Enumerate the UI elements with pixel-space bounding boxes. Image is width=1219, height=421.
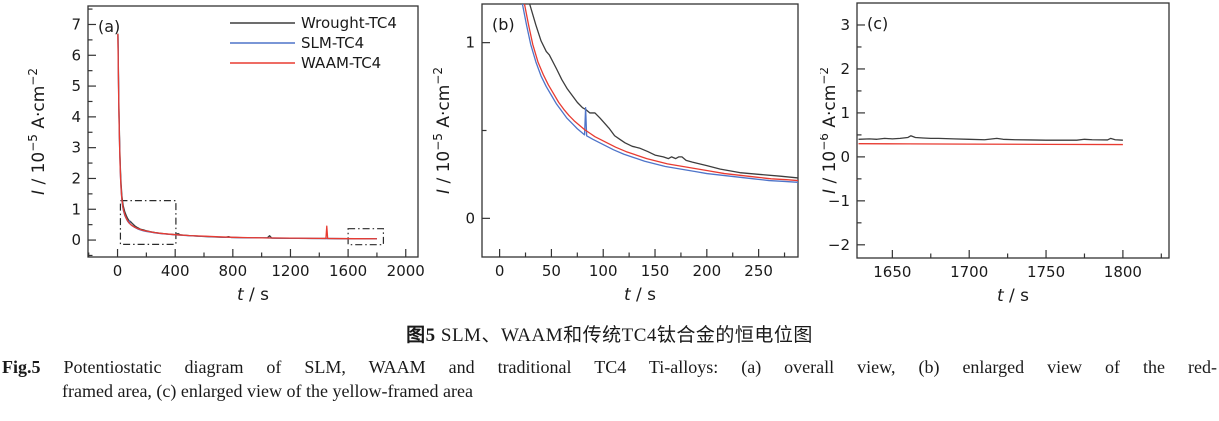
panel-b-series xyxy=(521,4,798,183)
series-line-waam-tc4 xyxy=(117,33,377,240)
panel-b-y-axis-label: I / 10−5 A·cm−2 xyxy=(431,67,454,194)
plot-frame xyxy=(481,3,799,258)
panel-a-y-axis-label: I / 10−5 A·cm−2 xyxy=(28,68,49,195)
panel-b-tick-labels: 0 50 100 150 200 250 0 1 xyxy=(465,34,772,280)
y-tick-label: 3 xyxy=(840,16,850,34)
panel-a-x-axis-label: t / s xyxy=(237,285,269,305)
panel-c-axes xyxy=(857,24,1162,258)
x-tick-label: 1650 xyxy=(873,263,911,281)
x-tick-label: 1750 xyxy=(1027,263,1065,281)
captions: 图5 SLM、WAAM和传统TC4钛合金的恒电位图 Fig.5 Potentio… xyxy=(0,320,1219,402)
x-tick-label: 200 xyxy=(693,262,722,280)
panel-b-chart: 0 50 100 150 200 250 0 1 (b) t / s I / 10−5 A·cm−2 xyxy=(431,3,799,305)
x-tick-label: 1700 xyxy=(950,263,988,281)
x-tick-label: 1800 xyxy=(1104,263,1142,281)
panel-b-tag: (b) xyxy=(492,15,515,34)
series-line-waam-tc4 xyxy=(858,143,1123,146)
caption-chinese-text: SLM、WAAM和传统TC4钛合金的恒电位图 xyxy=(435,325,813,346)
panel-c-x-axis-label: t / s xyxy=(997,286,1029,306)
y-tick-label: 1 xyxy=(465,34,475,52)
panel-b-x-axis-label: t / s xyxy=(624,285,656,305)
panel-a-axes xyxy=(88,8,407,257)
y-tick-label: 2 xyxy=(840,60,850,78)
series-line-wrought-tc4 xyxy=(529,4,798,179)
caption-english-line1: Fig.5 Potentiostatic diagram of SLM, WAA… xyxy=(0,357,1219,378)
series-line-waam-tc4 xyxy=(523,4,798,182)
caption-english-prefix: Fig.5 xyxy=(2,357,41,377)
x-tick-label: 400 xyxy=(161,262,190,280)
x-tick-label: 2000 xyxy=(387,262,425,280)
y-tick-label: −2 xyxy=(828,236,850,254)
series-line-wrought-tc4 xyxy=(858,135,1123,141)
y-tick-label: 2 xyxy=(71,169,81,187)
y-tick-label: 4 xyxy=(71,108,81,126)
y-tick-label: 1 xyxy=(840,104,850,122)
y-tick-label: 0 xyxy=(71,231,81,249)
panel-c-y-axis-label: I / 10−6 A·cm−2 xyxy=(820,67,840,194)
y-tick-label: 7 xyxy=(71,15,81,33)
x-tick-label: 1600 xyxy=(329,262,367,280)
y-tick-label: 1 xyxy=(71,200,81,218)
panel-c-tick-labels: 1650 1700 1750 1800 −2 −1 0 1 2 3 xyxy=(828,16,1142,281)
series-line-slm-tc4 xyxy=(521,4,798,183)
zoom-region-box-1 xyxy=(119,200,177,245)
caption-english-line2: framed area, (c) enlarged view of the ye… xyxy=(0,381,1219,402)
plot-frame xyxy=(87,5,419,258)
y-tick-label: −1 xyxy=(828,192,850,210)
x-tick-label: 250 xyxy=(744,262,773,280)
y-tick-label: 5 xyxy=(71,77,81,95)
panel-a-chart: 0 400 800 1200 1600 2000 0 1 2 3 4 5 6 7 (a) t / s I / 1… xyxy=(28,5,425,305)
legend-label-waam-tc4: WAAM-TC4 xyxy=(301,54,381,72)
x-tick-label: 800 xyxy=(219,262,248,280)
x-tick-label: 0 xyxy=(113,262,123,280)
caption-chinese: 图5 SLM、WAAM和传统TC4钛合金的恒电位图 xyxy=(0,320,1219,347)
x-tick-label: 0 xyxy=(495,262,505,280)
plot-frame xyxy=(856,2,1170,259)
zoom-region-box-2 xyxy=(347,228,385,246)
x-tick-label: 1200 xyxy=(271,262,309,280)
y-tick-label: 3 xyxy=(71,139,81,157)
y-tick-label: 6 xyxy=(71,46,81,64)
panel-a-series xyxy=(117,33,377,240)
panel-a-tick-labels: 0 400 800 1200 1600 2000 0 1 2 3 4 5 6 7 xyxy=(71,15,424,280)
legend-label-wrought-tc4: Wrought-TC4 xyxy=(301,14,397,32)
panel-a-tag: (a) xyxy=(98,17,120,36)
caption-chinese-prefix: 图5 xyxy=(406,325,436,346)
x-tick-label: 50 xyxy=(542,262,561,280)
panel-c-series xyxy=(858,135,1123,146)
caption-english-text1: Potentiostatic diagram of SLM, WAAM and … xyxy=(40,357,1217,377)
panel-c-tag: (c) xyxy=(867,14,888,33)
y-tick-label: 0 xyxy=(465,209,475,227)
legend-label-slm-tc4: SLM-TC4 xyxy=(301,34,364,52)
panel-b-axes xyxy=(482,42,786,257)
y-tick-label: 0 xyxy=(840,148,850,166)
panel-c-chart: 1650 1700 1750 1800 −2 −1 0 1 2 3 (c) t / s I / 10−6… xyxy=(820,2,1170,306)
caption-english-text2: framed area, (c) enlarged view of the ye… xyxy=(62,381,473,401)
x-tick-label: 150 xyxy=(641,262,670,280)
legend: Wrought-TC4 SLM-TC4 WAAM-TC4 xyxy=(230,14,397,72)
x-tick-label: 100 xyxy=(589,262,618,280)
